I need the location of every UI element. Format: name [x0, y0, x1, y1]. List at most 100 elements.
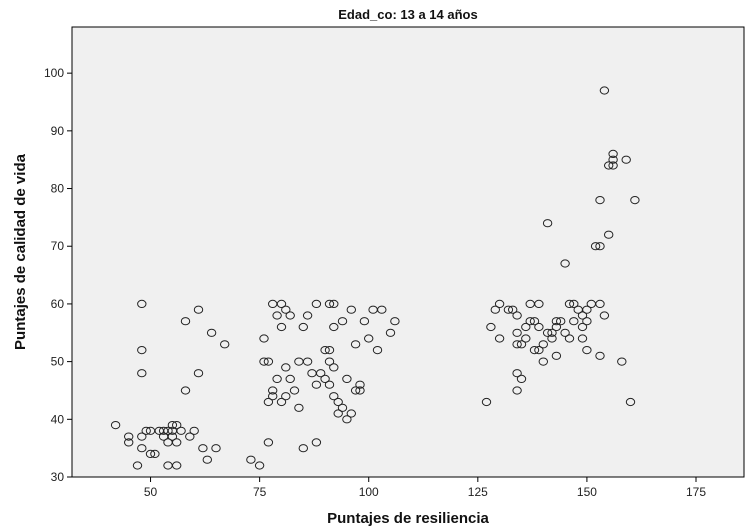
data-point-121: [538, 340, 548, 349]
data-point-26: [180, 317, 191, 326]
data-point-129: [551, 351, 562, 360]
data-point-27: [180, 386, 191, 395]
data-point-84: [342, 374, 352, 383]
data-point-30: [193, 305, 204, 314]
data-point-34: [206, 328, 217, 337]
data-point-135: [569, 317, 579, 326]
data-point-124: [542, 328, 553, 337]
data-point-146: [595, 242, 605, 251]
data-point-62: [302, 357, 313, 366]
data-point-21: [167, 432, 178, 441]
data-point-113: [521, 334, 531, 343]
data-point-56: [285, 374, 295, 383]
data-point-0: [110, 421, 121, 430]
data-point-4: [137, 346, 147, 355]
data-point-31: [193, 369, 204, 378]
data-point-68: [316, 369, 326, 378]
data-point-7: [137, 444, 147, 453]
data-point-12: [150, 449, 160, 458]
data-point-119: [534, 322, 544, 332]
data-point-80: [333, 409, 343, 418]
data-point-54: [281, 392, 291, 401]
data-point-69: [320, 346, 330, 355]
data-point-98: [481, 397, 492, 407]
data-point-42: [263, 397, 274, 407]
data-point-96: [385, 328, 396, 337]
data-point-43: [263, 438, 274, 447]
data-point-51: [276, 322, 287, 332]
data-point-38: [254, 461, 265, 470]
data-point-141: [582, 317, 592, 326]
data-point-147: [595, 196, 605, 205]
data-point-110: [516, 340, 527, 349]
y-tick-label-30: 30: [51, 470, 65, 484]
data-point-152: [604, 161, 614, 170]
data-point-74: [324, 380, 335, 389]
data-point-112: [521, 322, 531, 332]
data-point-63: [302, 311, 313, 320]
data-point-29: [189, 426, 199, 435]
data-point-111: [516, 374, 527, 383]
data-point-148: [595, 299, 605, 308]
x-tick-label-150: 150: [577, 485, 597, 499]
data-point-67: [311, 438, 322, 447]
data-point-39: [259, 334, 269, 343]
data-point-77: [329, 363, 339, 372]
data-point-104: [508, 305, 518, 314]
data-point-102: [494, 334, 505, 343]
data-point-128: [551, 322, 562, 332]
data-point-131: [560, 259, 570, 268]
y-tick-label-70: 70: [51, 239, 65, 253]
data-point-97: [390, 317, 400, 326]
data-point-117: [529, 346, 540, 355]
data-point-132: [560, 328, 570, 337]
data-point-11: [145, 449, 156, 458]
data-point-47: [272, 311, 282, 320]
data-point-153: [604, 230, 614, 239]
data-point-37: [246, 455, 256, 464]
data-point-150: [599, 86, 610, 95]
data-point-108: [512, 369, 522, 378]
data-point-149: [595, 351, 605, 360]
y-tick-label-50: 50: [51, 355, 65, 369]
data-point-9: [141, 426, 151, 435]
data-point-122: [538, 357, 548, 366]
data-point-106: [512, 328, 522, 337]
data-point-57: [289, 386, 300, 395]
data-point-40: [259, 357, 269, 366]
data-point-41: [263, 357, 274, 366]
data-point-91: [359, 317, 370, 326]
data-point-94: [372, 346, 383, 355]
data-point-76: [329, 322, 339, 332]
data-point-1: [124, 432, 134, 441]
data-point-45: [268, 386, 278, 395]
data-point-24: [172, 461, 182, 470]
data-point-59: [294, 403, 304, 412]
data-point-158: [621, 155, 631, 164]
y-tick-label-100: 100: [44, 66, 64, 80]
data-point-81: [337, 317, 348, 326]
data-point-25: [176, 426, 186, 435]
data-point-100: [490, 305, 500, 314]
x-axis-title: Puntajes de resiliencia: [327, 510, 489, 527]
data-point-71: [324, 299, 335, 308]
y-tick-label-90: 90: [51, 124, 65, 138]
data-point-3: [137, 299, 147, 308]
data-point-50: [276, 299, 287, 308]
data-point-23: [172, 438, 182, 447]
data-point-140: [577, 334, 588, 343]
data-point-16: [163, 426, 173, 435]
data-point-107: [512, 340, 522, 349]
data-point-89: [355, 380, 365, 389]
x-axis: 50 75 100 125 150 175: [144, 477, 706, 499]
data-point-19: [167, 421, 178, 430]
data-point-145: [590, 242, 601, 251]
data-point-87: [350, 340, 361, 349]
x-tick-label-175: 175: [686, 485, 706, 499]
y-axis: 30 40 50 60 70 80 90 100: [44, 66, 72, 484]
data-point-133: [564, 334, 575, 343]
data-point-83: [342, 415, 352, 424]
data-point-28: [185, 432, 195, 441]
y-tick-label-40: 40: [51, 412, 65, 426]
data-point-103: [503, 305, 514, 314]
